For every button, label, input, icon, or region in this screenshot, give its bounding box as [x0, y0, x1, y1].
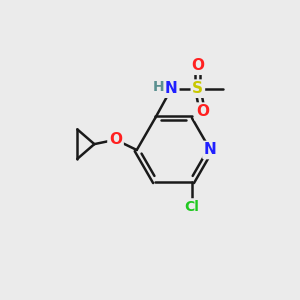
Text: O: O: [191, 58, 204, 73]
Text: H: H: [153, 80, 165, 94]
Text: Cl: Cl: [184, 200, 200, 214]
Text: O: O: [196, 104, 209, 119]
Text: S: S: [192, 81, 203, 96]
Text: N: N: [165, 81, 178, 96]
Text: N: N: [204, 142, 217, 158]
Text: O: O: [109, 132, 122, 147]
